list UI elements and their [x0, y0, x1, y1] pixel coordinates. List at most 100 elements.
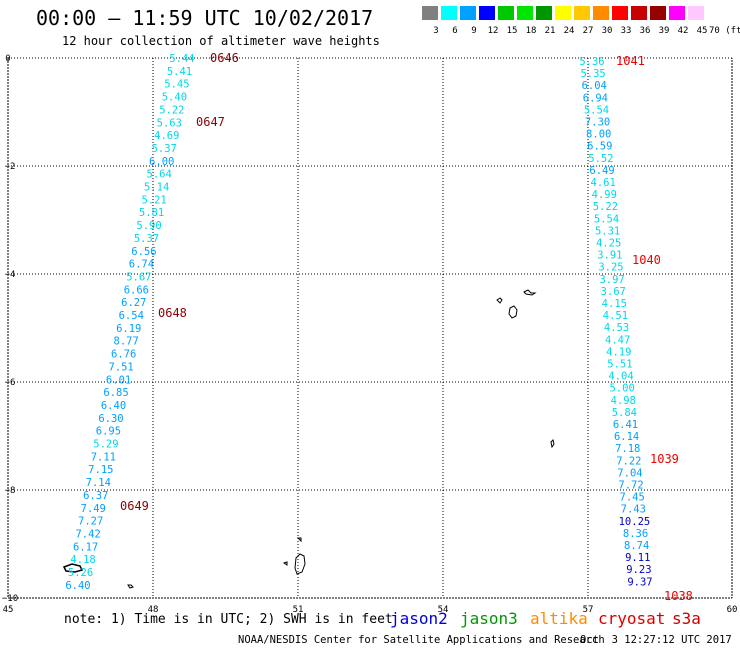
- lat-tick-label: −6: [5, 378, 16, 388]
- color-swatch: [593, 6, 609, 20]
- swh-value: 7.15: [88, 464, 113, 476]
- island: [62, 563, 84, 573]
- swh-value: 10.25: [619, 516, 651, 528]
- island: [523, 289, 537, 296]
- satellite-legend-item: jason2: [390, 609, 448, 628]
- swh-value: 5.22: [159, 104, 184, 116]
- color-scale-label: 33: [620, 26, 632, 36]
- swh-value: 4.18: [70, 554, 95, 566]
- swh-value: 5.37: [152, 143, 177, 155]
- color-swatch: [631, 6, 647, 20]
- swh-value: 8.00: [586, 129, 611, 141]
- island: [508, 305, 518, 319]
- swh-value: 4.69: [154, 130, 179, 142]
- swh-value: 6.17: [73, 541, 98, 553]
- map-title: 00:00 – 11:59 UTC 10/02/2017: [36, 6, 374, 30]
- lat-tick-label: 0: [5, 54, 10, 64]
- island: [127, 584, 134, 589]
- color-scale-label: 42: [677, 26, 689, 36]
- swh-value: 4.99: [592, 189, 617, 201]
- swh-value: 5.52: [588, 153, 613, 165]
- islands: [62, 289, 555, 589]
- swh-value: 6.01: [106, 374, 131, 386]
- pass-time-label: 1039: [650, 452, 679, 466]
- color-swatch: [555, 6, 571, 20]
- swh-value: 5.22: [593, 201, 618, 213]
- island: [294, 553, 306, 575]
- swh-value: 7.45: [620, 492, 645, 504]
- lat-tick-label: −8: [5, 486, 16, 496]
- swh-value: 6.85: [103, 387, 128, 399]
- swh-value: 4.19: [606, 346, 631, 358]
- pass-time-label: 0648: [158, 306, 187, 320]
- swh-value: 4.53: [604, 322, 629, 334]
- timestamp: Oct 3 12:27:12 UTC 2017: [580, 634, 732, 646]
- color-swatch: [422, 6, 438, 20]
- swh-value: 6.27: [121, 297, 146, 309]
- swh-value: 6.19: [116, 323, 141, 335]
- swh-value: 6.74: [129, 259, 154, 271]
- swh-value: 5.31: [595, 225, 620, 237]
- swh-value: 5.40: [162, 92, 187, 104]
- swh-value: 6.56: [131, 246, 156, 258]
- footer-note: note: 1) Time is in UTC; 2) SWH is in fe…: [64, 612, 393, 627]
- swh-value: 6.76: [111, 349, 136, 361]
- swh-value: 7.04: [617, 467, 642, 479]
- swh-value: 6.95: [96, 426, 121, 438]
- color-scale-label: 36: [639, 26, 651, 36]
- swh-value: 4.47: [605, 334, 630, 346]
- altimeter-tracks: 5.445.415.455.405.225.634.695.376.005.64…: [65, 51, 693, 603]
- swh-value: 4.25: [596, 238, 621, 250]
- color-swatch: [612, 6, 628, 20]
- swh-value: 6.49: [589, 165, 614, 177]
- color-swatch: [650, 6, 666, 20]
- pass-time-label: 1038: [664, 589, 693, 603]
- color-swatch: [536, 6, 552, 20]
- swh-value: 6.40: [101, 400, 126, 412]
- color-swatch: [574, 6, 590, 20]
- satellite-legend-item: cryosat: [598, 609, 666, 628]
- swh-value: 7.51: [108, 361, 133, 373]
- swh-value: 5.84: [612, 407, 637, 419]
- island: [296, 537, 302, 543]
- color-swatch: [479, 6, 495, 20]
- swh-value: 8.77: [114, 336, 139, 348]
- swh-value: 6.59: [587, 141, 612, 153]
- swh-value: 6.30: [98, 413, 123, 425]
- pass-time-label: 0649: [120, 499, 149, 513]
- color-swatch: [441, 6, 457, 20]
- color-scale-label: 15: [506, 26, 518, 36]
- swh-value: 4.04: [608, 371, 633, 383]
- credit-line: NOAA/NESDIS Center for Satellite Applica…: [238, 634, 605, 646]
- swh-value: 5.36: [579, 56, 604, 68]
- color-scale-label: 27: [582, 26, 594, 36]
- swh-value: 5.14: [144, 182, 169, 194]
- color-swatch: [669, 6, 685, 20]
- pass-time-label: 1040: [632, 253, 661, 267]
- color-scale-label: 30: [601, 26, 613, 36]
- swh-value: 8.36: [623, 528, 648, 540]
- color-swatch: [517, 6, 533, 20]
- color-scale-label: 39: [658, 26, 670, 36]
- pass-time-label: 0646: [210, 51, 239, 65]
- swh-value: 5.64: [147, 169, 172, 181]
- swh-value: 5.63: [157, 117, 182, 129]
- swh-value: 6.66: [124, 284, 149, 296]
- swh-value: 5.29: [93, 439, 118, 451]
- color-swatch: [498, 6, 514, 20]
- lon-tick-label: 48: [148, 605, 159, 615]
- swh-value: 4.51: [603, 310, 628, 322]
- color-swatch: [688, 6, 704, 20]
- swh-value: 7.14: [86, 477, 111, 489]
- swh-value: 5.00: [609, 383, 634, 395]
- island: [496, 297, 503, 304]
- swh-value: 9.11: [625, 552, 650, 564]
- swh-value: 6.94: [583, 92, 608, 104]
- swh-value: 5.54: [594, 213, 619, 225]
- lat-tick-label: −10: [2, 594, 18, 604]
- swh-value: 3.67: [601, 286, 626, 298]
- satellite-legend-item: jason3: [460, 609, 518, 628]
- color-scale-label: 12: [487, 26, 499, 36]
- swh-value: 7.11: [91, 451, 116, 463]
